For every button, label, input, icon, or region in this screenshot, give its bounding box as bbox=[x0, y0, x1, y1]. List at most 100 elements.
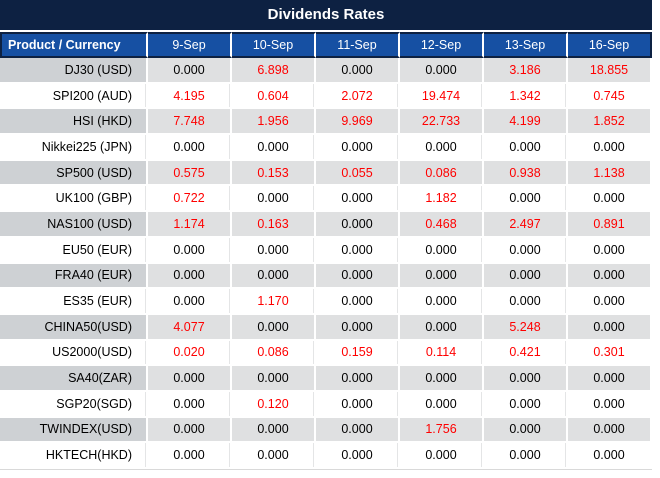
table-row: HKTECH(HKD) 0.000 0.000 0.000 0.000 0.000 0.00… bbox=[0, 443, 652, 469]
value-cell: 0.000 bbox=[148, 391, 232, 418]
value-cell: 0.000 bbox=[232, 186, 316, 213]
value-cell: 0.000 bbox=[148, 366, 232, 392]
value-cell: 2.497 bbox=[484, 212, 568, 238]
value-cell: 0.000 bbox=[484, 263, 568, 290]
value-cell: 19.474 bbox=[400, 83, 484, 110]
value-cell: 0.000 bbox=[316, 443, 400, 469]
value-cell: 0.000 bbox=[484, 366, 568, 392]
value-cell: 0.000 bbox=[148, 237, 232, 264]
table-row: CHINA50(USD) 4.077 0.000 0.000 0.000 5.248 0.0… bbox=[0, 314, 652, 341]
value-cell: 1.174 bbox=[148, 212, 232, 238]
table-row: SP500 (USD) 0.575 0.153 0.055 0.086 0.938 1.13… bbox=[0, 160, 652, 187]
value-cell: 0.000 bbox=[148, 263, 232, 290]
product-cell: US2000(USD) bbox=[0, 340, 148, 367]
value-cell: 0.000 bbox=[484, 135, 568, 161]
table-row: UK100 (GBP) 0.722 0.000 0.000 1.182 0.000 0.00… bbox=[0, 186, 652, 213]
product-cell: SGP20(SGD) bbox=[0, 391, 148, 418]
column-header-product: Product / Currency bbox=[0, 32, 148, 58]
value-cell: 0.055 bbox=[316, 160, 400, 187]
value-cell: 0.000 bbox=[400, 263, 484, 290]
product-cell: CHINA50(USD) bbox=[0, 314, 148, 341]
value-cell: 1.756 bbox=[400, 417, 484, 444]
value-cell: 0.000 bbox=[232, 135, 316, 161]
value-cell: 0.020 bbox=[148, 340, 232, 367]
value-cell: 0.891 bbox=[568, 212, 652, 238]
value-cell: 0.000 bbox=[400, 443, 484, 469]
table-row: US2000(USD) 0.020 0.086 0.159 0.114 0.421 0.30… bbox=[0, 340, 652, 367]
product-cell: HSI (HKD) bbox=[0, 109, 148, 136]
value-cell: 0.745 bbox=[568, 83, 652, 110]
dividends-table: Product / Currency 9-Sep 10-Sep 11-Sep 12-S… bbox=[0, 32, 652, 470]
value-cell: 0.000 bbox=[316, 186, 400, 213]
table-row: ES35 (EUR) 0.000 1.170 0.000 0.000 0.000 0.000 bbox=[0, 289, 652, 315]
value-cell: 0.000 bbox=[316, 135, 400, 161]
table-row: DJ30 (USD) 0.000 6.898 0.000 0.000 3.186 18.85… bbox=[0, 58, 652, 84]
table-row: Nikkei225 (JPN) 0.000 0.000 0.000 0.000 0.000… bbox=[0, 135, 652, 161]
value-cell: 0.000 bbox=[400, 314, 484, 341]
product-cell: NAS100 (USD) bbox=[0, 212, 148, 238]
value-cell: 0.000 bbox=[568, 391, 652, 418]
value-cell: 0.000 bbox=[568, 263, 652, 290]
value-cell: 0.301 bbox=[568, 340, 652, 367]
value-cell: 22.733 bbox=[400, 109, 484, 136]
value-cell: 0.000 bbox=[316, 289, 400, 315]
column-header-date: 11-Sep bbox=[316, 32, 400, 58]
value-cell: 0.000 bbox=[484, 237, 568, 264]
value-cell: 0.000 bbox=[484, 391, 568, 418]
value-cell: 0.000 bbox=[316, 391, 400, 418]
value-cell: 0.114 bbox=[400, 340, 484, 367]
value-cell: 7.748 bbox=[148, 109, 232, 136]
value-cell: 0.000 bbox=[568, 186, 652, 213]
table-row: SPI200 (AUD) 4.195 0.604 2.072 19.474 1.342 0.… bbox=[0, 83, 652, 110]
value-cell: 0.000 bbox=[400, 135, 484, 161]
product-cell: SPI200 (AUD) bbox=[0, 83, 148, 110]
column-header-date: 9-Sep bbox=[148, 32, 232, 58]
value-cell: 0.163 bbox=[232, 212, 316, 238]
value-cell: 0.159 bbox=[316, 340, 400, 367]
value-cell: 0.000 bbox=[568, 443, 652, 469]
value-cell: 1.182 bbox=[400, 186, 484, 213]
product-cell: DJ30 (USD) bbox=[0, 58, 148, 84]
table-row: NAS100 (USD) 1.174 0.163 0.000 0.468 2.497 0.8… bbox=[0, 212, 652, 238]
value-cell: 0.000 bbox=[316, 417, 400, 444]
value-cell: 0.000 bbox=[316, 314, 400, 341]
value-cell: 0.575 bbox=[148, 160, 232, 187]
value-cell: 1.342 bbox=[484, 83, 568, 110]
product-cell: ES35 (EUR) bbox=[0, 289, 148, 315]
column-header-date: 13-Sep bbox=[484, 32, 568, 58]
value-cell: 0.000 bbox=[148, 443, 232, 469]
table-title: Dividends Rates bbox=[0, 0, 652, 30]
value-cell: 9.969 bbox=[316, 109, 400, 136]
value-cell: 0.000 bbox=[232, 314, 316, 341]
value-cell: 0.000 bbox=[232, 263, 316, 290]
value-cell: 1.138 bbox=[568, 160, 652, 187]
value-cell: 0.468 bbox=[400, 212, 484, 238]
table-row: SA40(ZAR) 0.000 0.000 0.000 0.000 0.000 0.000 bbox=[0, 366, 652, 392]
value-cell: 0.000 bbox=[148, 135, 232, 161]
table-row: TWINDEX(USD) 0.000 0.000 0.000 1.756 0.000 0.0… bbox=[0, 417, 652, 444]
product-cell: SA40(ZAR) bbox=[0, 366, 148, 392]
value-cell: 4.199 bbox=[484, 109, 568, 136]
value-cell: 0.000 bbox=[400, 237, 484, 264]
value-cell: 0.000 bbox=[484, 417, 568, 444]
header-row: Product / Currency 9-Sep 10-Sep 11-Sep 12-S… bbox=[0, 32, 652, 58]
value-cell: 0.000 bbox=[148, 417, 232, 444]
value-cell: 0.000 bbox=[232, 417, 316, 444]
value-cell: 0.938 bbox=[484, 160, 568, 187]
value-cell: 1.170 bbox=[232, 289, 316, 315]
value-cell: 1.852 bbox=[568, 109, 652, 136]
value-cell: 3.186 bbox=[484, 58, 568, 84]
value-cell: 0.722 bbox=[148, 186, 232, 213]
product-cell: HKTECH(HKD) bbox=[0, 443, 148, 469]
value-cell: 0.000 bbox=[316, 212, 400, 238]
product-cell: UK100 (GBP) bbox=[0, 186, 148, 213]
product-cell: EU50 (EUR) bbox=[0, 237, 148, 264]
value-cell: 0.000 bbox=[316, 366, 400, 392]
value-cell: 0.000 bbox=[568, 366, 652, 392]
product-cell: Nikkei225 (JPN) bbox=[0, 135, 148, 161]
table-row: HSI (HKD) 7.748 1.956 9.969 22.733 4.199 1.852 bbox=[0, 109, 652, 136]
value-cell: 0.000 bbox=[568, 135, 652, 161]
value-cell: 5.248 bbox=[484, 314, 568, 341]
table-body: DJ30 (USD) 0.000 6.898 0.000 0.000 3.186 18.85… bbox=[0, 58, 652, 469]
product-cell: TWINDEX(USD) bbox=[0, 417, 148, 444]
